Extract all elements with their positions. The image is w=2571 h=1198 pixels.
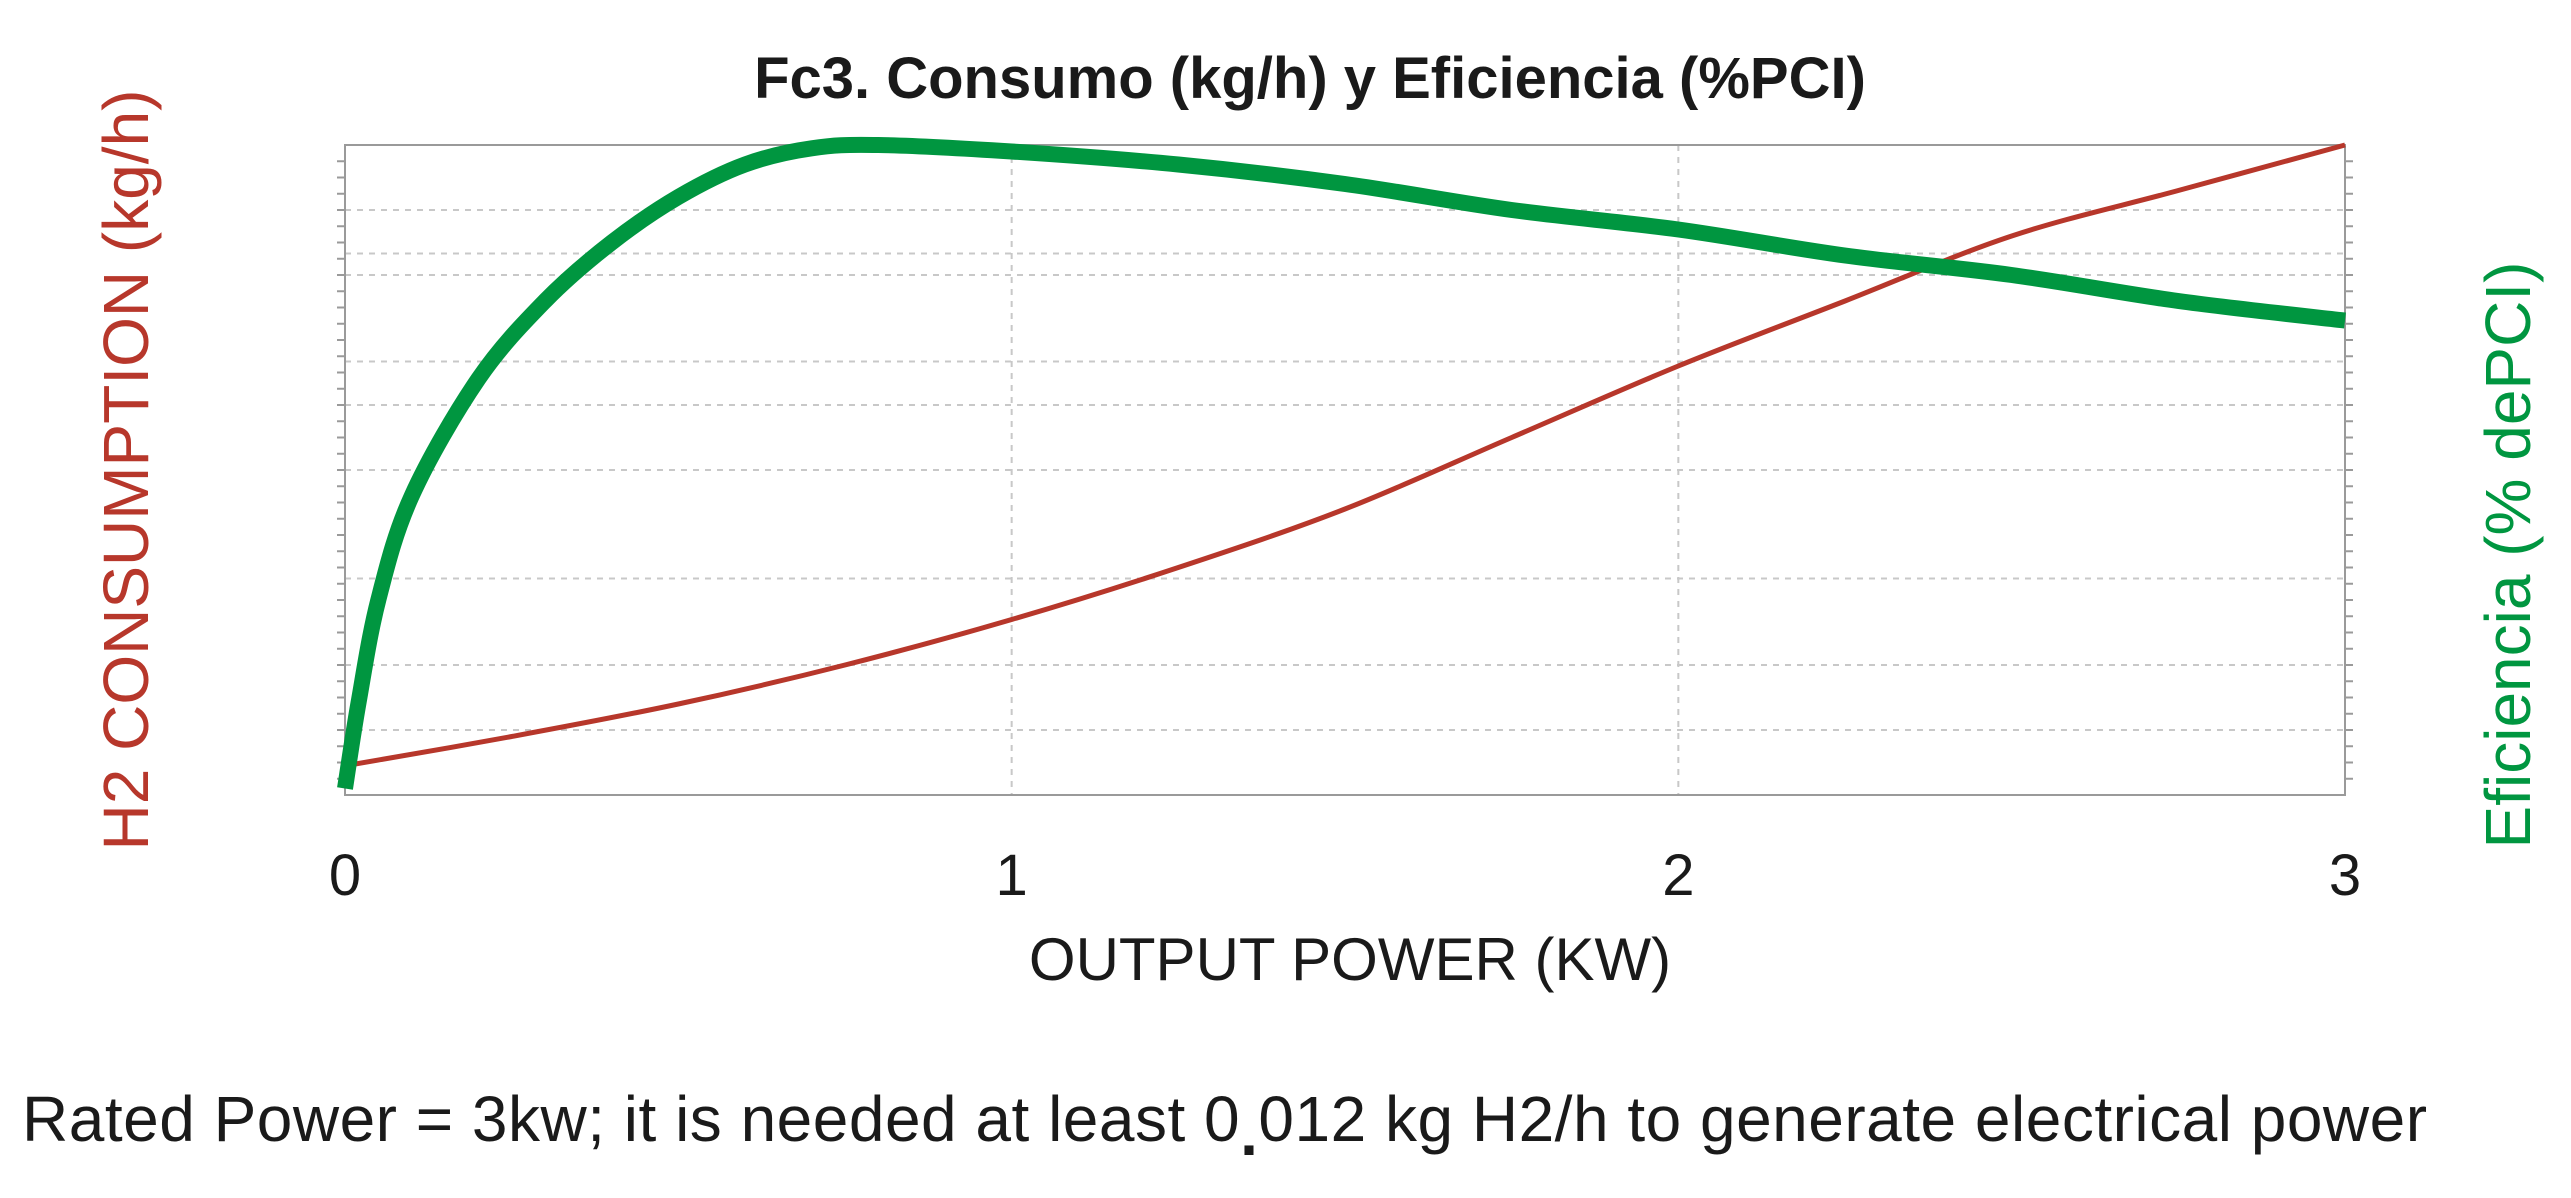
caption-separator: . [1240, 1097, 1259, 1169]
x-tick-labels: 0 1 2 3 [329, 843, 2361, 908]
y-axis-label-left: H2 CONSUMPTION (kg/h) [90, 90, 162, 851]
series-layer [337, 136, 2346, 790]
gridlines-horizontal [345, 209, 2345, 731]
figure-caption: Rated Power = 3kw; it is needed at least… [22, 1082, 2428, 1169]
gridlines-vertical [1010, 145, 1680, 795]
chart-title: Fc3. Consumo (kg/h) y Eficiencia (%PCI) [754, 46, 1866, 111]
caption-text-after: 012 kg H2/h to generate electrical power [1258, 1083, 2428, 1155]
x-tick-label: 2 [1662, 843, 1694, 908]
x-tick-label: 1 [996, 843, 1028, 908]
y-axis-label-right: Eficiencia (% dePCI) [2472, 262, 2544, 849]
series-line-eficiencia [337, 136, 2346, 790]
minor-ticks [337, 160, 2353, 780]
x-tick-label: 0 [329, 843, 361, 908]
x-tick-label: 3 [2329, 843, 2361, 908]
caption-text-before: Rated Power = 3kw; it is needed at least… [22, 1083, 1241, 1155]
plot-frame [344, 144, 2346, 796]
x-axis-label: OUTPUT POWER (KW) [1029, 926, 1671, 993]
series-line-h2-consumption [344, 142, 2346, 769]
